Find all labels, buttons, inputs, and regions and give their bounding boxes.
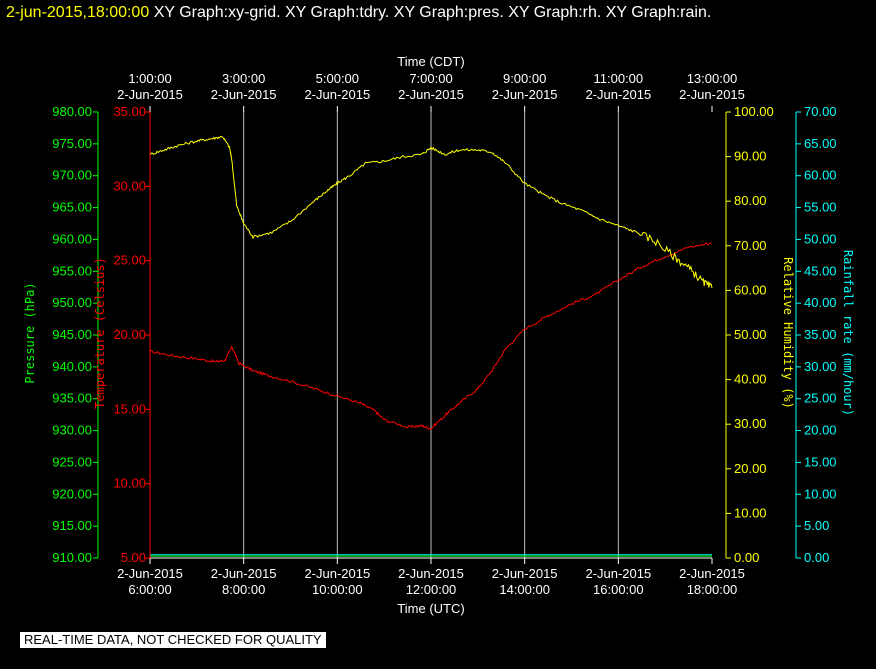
top-tick-label-time: 1:00:00: [128, 71, 171, 86]
pressure-tick-label: 925.00: [52, 454, 92, 469]
rainfall-tick-label: 45.00: [804, 263, 837, 278]
temperature-tick-label: 20.00: [113, 327, 146, 342]
top-tick-label-time: 13:00:00: [687, 71, 738, 86]
top-tick-label-time: 7:00:00: [409, 71, 452, 86]
pressure-tick-label: 975.00: [52, 136, 92, 151]
quality-disclaimer: REAL-TIME DATA, NOT CHECKED FOR QUALITY: [20, 632, 326, 648]
temperature-tick-label: 25.00: [113, 253, 146, 268]
x-tick-label-time: 6:00:00: [128, 582, 171, 597]
top-tick-label-time: 11:00:00: [594, 71, 644, 86]
x-tick-label-time: 18:00:00: [687, 582, 738, 597]
humidity-axis-title: Relative Humidity (%): [781, 257, 795, 409]
humidity-tick-label: 30.00: [734, 416, 767, 431]
top-tick-label-date: 2-Jun-2015: [117, 87, 183, 102]
top-tick-label-date: 2-Jun-2015: [398, 87, 464, 102]
x-tick-label-date: 2-Jun-2015: [117, 566, 183, 581]
top-tick-label-date: 2-Jun-2015: [211, 87, 277, 102]
header-graph-list: XY Graph:xy-grid. XY Graph:tdry. XY Grap…: [153, 4, 712, 21]
rainfall-axis-title-group: Rainfall rate (mm/hour): [841, 250, 855, 416]
rainfall-tick-label: 0.00: [804, 550, 829, 565]
axis-layer: 2-Jun-20156:00:001:00:002-Jun-20152-Jun-…: [23, 54, 855, 616]
top-tick-label-date: 2-Jun-2015: [492, 87, 558, 102]
series-layer: [149, 136, 713, 557]
pressure-tick-label: 915.00: [52, 518, 92, 533]
humidity-axis-title-group: Relative Humidity (%): [781, 257, 795, 409]
pressure-tick-label: 935.00: [52, 391, 92, 406]
x-tick-label-date: 2-Jun-2015: [492, 566, 558, 581]
rainfall-tick-label: 55.00: [804, 200, 837, 215]
humidity-tick-label: 80.00: [734, 193, 767, 208]
pressure-tick-label: 950.00: [52, 295, 92, 310]
pressure-tick-label: 955.00: [52, 263, 92, 278]
rainfall-tick-label: 10.00: [804, 486, 837, 501]
x-tick-label-date: 2-Jun-2015: [585, 566, 651, 581]
top-tick-label-time: 9:00:00: [503, 71, 546, 86]
temperature-axis-title-group: Temperature (Celsius): [93, 257, 107, 409]
temperature-tick-label: 10.00: [113, 476, 146, 491]
top-axis-title: Time (CDT): [397, 54, 464, 69]
x-tick-label-date: 2-Jun-2015: [211, 566, 277, 581]
rainfall-axis-title: Rainfall rate (mm/hour): [841, 250, 855, 416]
x-axis-title: Time (UTC): [397, 601, 464, 616]
pressure-tick-label: 910.00: [52, 550, 92, 565]
rainfall-tick-label: 20.00: [804, 423, 837, 438]
x-tick-label-time: 12:00:00: [406, 582, 457, 597]
humidity-tick-label: 20.00: [734, 461, 767, 476]
humidity-tick-label: 100.00: [734, 104, 774, 119]
top-tick-label-date: 2-Jun-2015: [679, 87, 745, 102]
pressure-tick-label: 970.00: [52, 168, 92, 183]
temperature-tick-label: 30.00: [113, 178, 146, 193]
pressure-tick-label: 940.00: [52, 359, 92, 374]
rainfall-tick-label: 40.00: [804, 295, 837, 310]
humidity-tick-label: 0.00: [734, 550, 759, 565]
pressure-tick-label: 945.00: [52, 327, 92, 342]
graph-header: 2-jun-2015,18:00:00 XY Graph:xy-grid. XY…: [6, 4, 711, 22]
top-tick-label-date: 2-Jun-2015: [304, 87, 370, 102]
rainfall-tick-label: 15.00: [804, 454, 837, 469]
x-tick-label-date: 2-Jun-2015: [304, 566, 370, 581]
x-tick-label-time: 10:00:00: [312, 582, 363, 597]
pressure-tick-label: 960.00: [52, 231, 92, 246]
rainfall-tick-label: 65.00: [804, 136, 837, 151]
temperature-axis-title: Temperature (Celsius): [93, 257, 107, 409]
temperature-series-line: [149, 242, 713, 430]
pressure-tick-label: 980.00: [52, 104, 92, 119]
rainfall-tick-label: 60.00: [804, 168, 837, 183]
header-timestamp: 2-jun-2015,18:00:00: [6, 4, 150, 21]
humidity-tick-label: 90.00: [734, 149, 767, 164]
temperature-tick-label: 35.00: [113, 104, 146, 119]
pressure-axis-title-group: Pressure (hPa): [23, 282, 37, 383]
pressure-axis-title: Pressure (hPa): [23, 282, 37, 383]
x-tick-label-date: 2-Jun-2015: [398, 566, 464, 581]
pressure-tick-label: 965.00: [52, 200, 92, 215]
rainfall-tick-label: 50.00: [804, 231, 837, 246]
rainfall-tick-label: 30.00: [804, 359, 837, 374]
temperature-tick-label: 15.00: [113, 401, 146, 416]
top-tick-label-time: 5:00:00: [316, 71, 359, 86]
temperature-tick-label: 5.00: [121, 550, 146, 565]
rainfall-tick-label: 35.00: [804, 327, 837, 342]
x-tick-label-time: 16:00:00: [593, 582, 644, 597]
rainfall-tick-label: 25.00: [804, 391, 837, 406]
humidity-tick-label: 50.00: [734, 327, 767, 342]
top-tick-label-date: 2-Jun-2015: [585, 87, 651, 102]
humidity-tick-label: 40.00: [734, 372, 767, 387]
rainfall-tick-label: 5.00: [804, 518, 829, 533]
humidity-tick-label: 10.00: [734, 505, 767, 520]
humidity-series-line: [149, 136, 713, 289]
pressure-tick-label: 920.00: [52, 486, 92, 501]
humidity-tick-label: 60.00: [734, 282, 767, 297]
x-tick-label-date: 2-Jun-2015: [679, 566, 745, 581]
rainfall-tick-label: 70.00: [804, 104, 837, 119]
pressure-tick-label: 930.00: [52, 423, 92, 438]
top-tick-label-time: 3:00:00: [222, 71, 265, 86]
x-tick-label-time: 14:00:00: [499, 582, 550, 597]
grid-layer: [243, 112, 619, 558]
x-tick-label-time: 8:00:00: [222, 582, 265, 597]
humidity-tick-label: 70.00: [734, 238, 767, 253]
